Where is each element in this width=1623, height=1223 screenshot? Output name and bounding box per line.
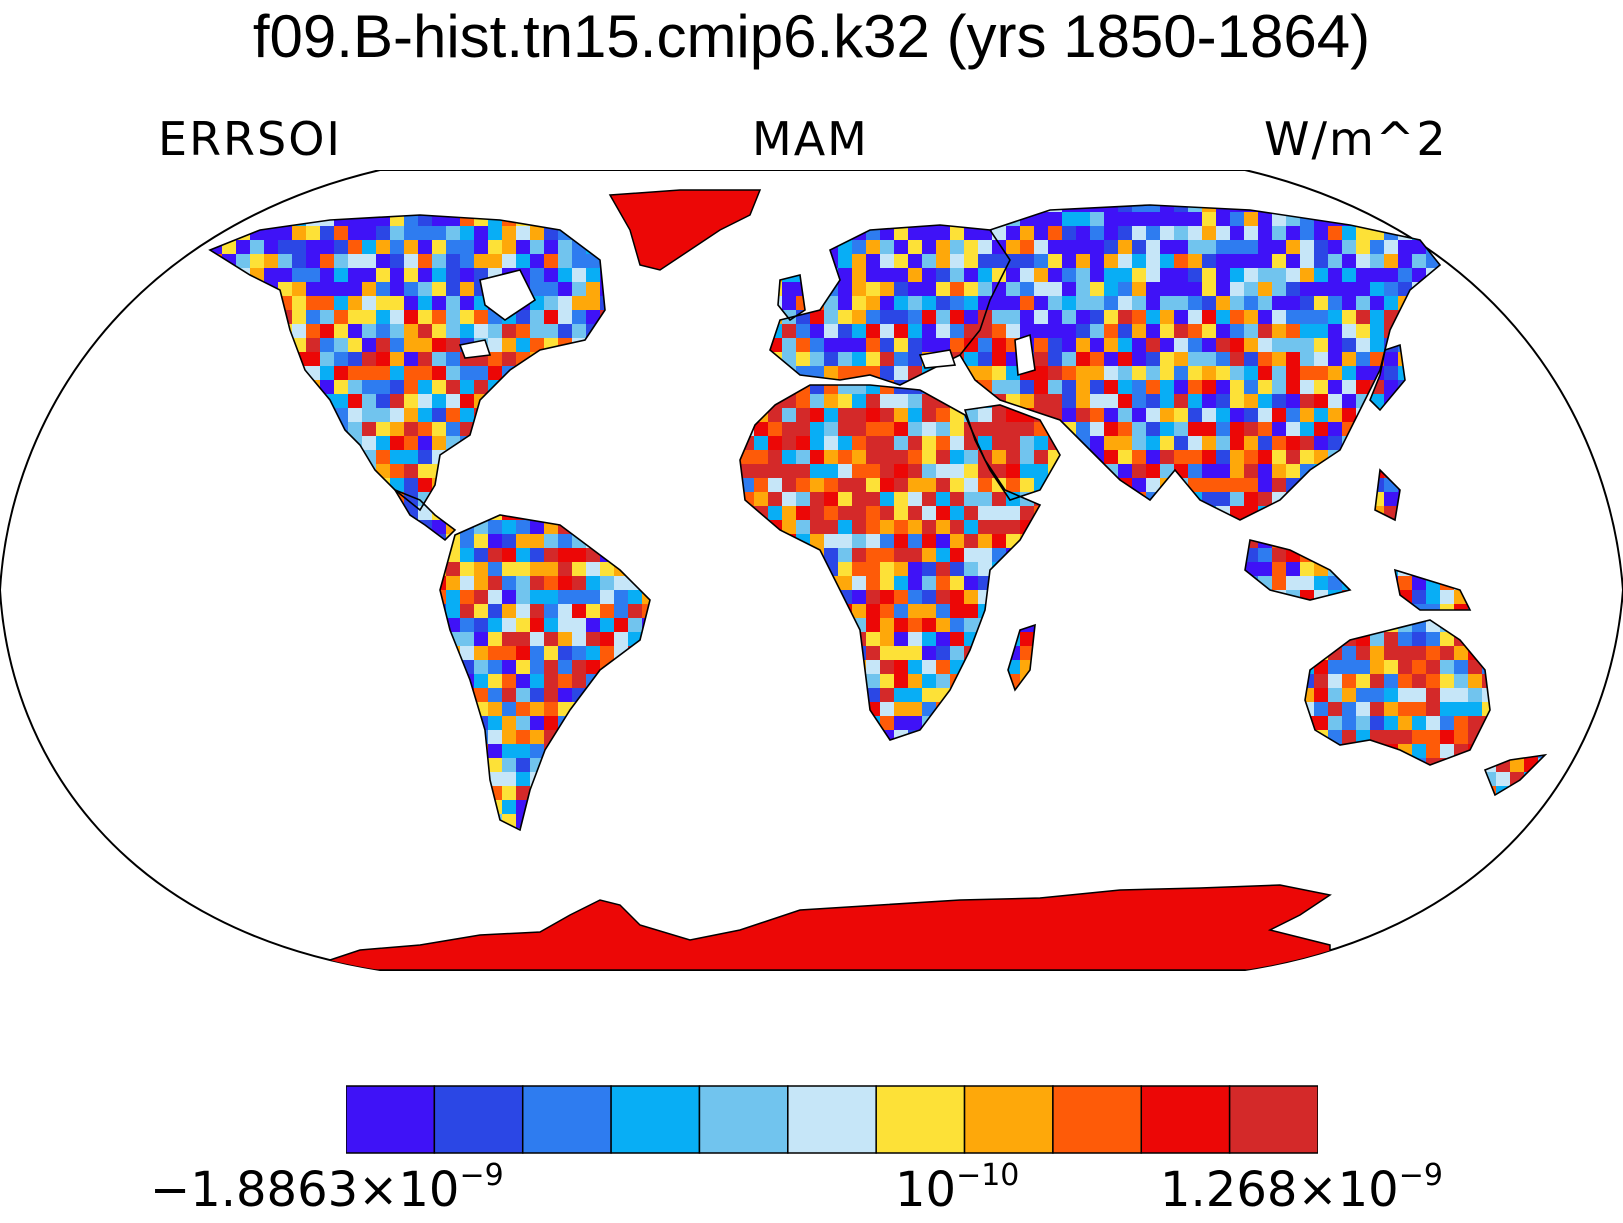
colorbar-label-min: −1.8863×10−9: [150, 1158, 504, 1218]
colorbar: [346, 1085, 1318, 1154]
antarctica-field: [289, 884, 1332, 970]
greenland-field: [608, 189, 762, 271]
units-label: W/m^2: [1264, 112, 1448, 166]
colorbar-label-max: 1.268×10−9: [1160, 1158, 1443, 1218]
colorbar-swatch: [698, 1085, 789, 1154]
colorbar-swatch: [787, 1085, 877, 1154]
figure-title: f09.B-hist.tn15.cmip6.k32 (yrs 1850-1864…: [252, 3, 1371, 70]
colorbar-swatch: [1140, 1085, 1231, 1154]
colorbar-swatch: [1228, 1085, 1318, 1154]
colorbar-swatch: [963, 1085, 1054, 1154]
variable-label: ERRSOI: [158, 112, 342, 166]
colorbar-label-mid: 10−10: [895, 1158, 1020, 1218]
colorbar-swatch: [875, 1085, 966, 1154]
colorbar-swatch: [521, 1085, 612, 1154]
coastlines: [208, 204, 1548, 832]
colorbar-swatch: [1052, 1085, 1143, 1154]
colorbar-swatch: [610, 1085, 701, 1154]
season-label: MAM: [752, 112, 869, 166]
colorbar-swatch: [433, 1085, 524, 1154]
colorbar-swatch: [346, 1085, 436, 1154]
world-map: [0, 170, 1623, 971]
